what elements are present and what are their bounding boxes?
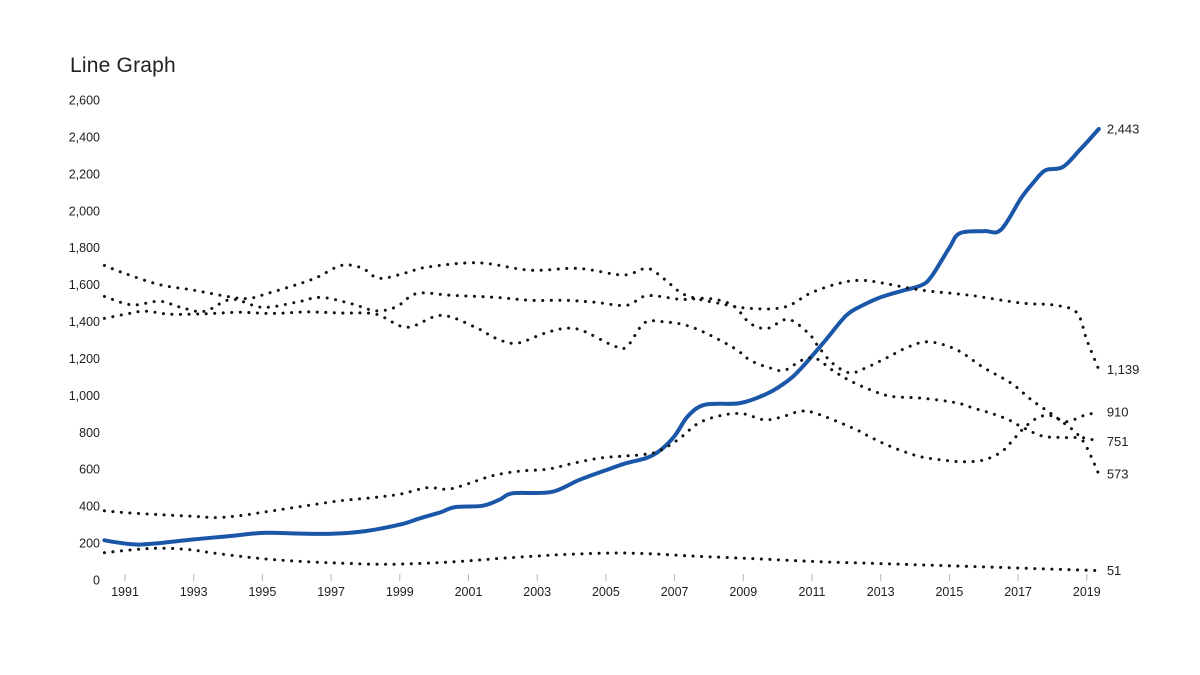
series-dotted-51-end-label: 51 [1107, 563, 1121, 578]
y-axis-tick-label: 200 [79, 537, 100, 551]
y-axis-tick-label: 2,400 [69, 130, 100, 144]
y-axis-tick-label: 400 [79, 500, 100, 514]
x-axis-tick-label: 1995 [248, 585, 276, 599]
x-axis-tick-label: 2001 [455, 585, 483, 599]
x-axis-tick-label: 2013 [867, 585, 895, 599]
y-axis-tick-label: 2,000 [69, 204, 100, 218]
series-dotted-751-end-label: 751 [1107, 434, 1129, 449]
series-dotted-573-end-label: 573 [1107, 467, 1129, 482]
x-axis-tick-label: 2005 [592, 585, 620, 599]
series-dotted-573-line [102, 291, 1101, 476]
x-axis-tick-label: 1991 [111, 585, 139, 599]
x-axis-tick-label: 2015 [935, 585, 963, 599]
y-axis-tick-label: 1,400 [69, 315, 100, 329]
x-axis-tick-label: 1993 [180, 585, 208, 599]
x-axis-tick-label: 1997 [317, 585, 345, 599]
x-axis-tick-label: 2011 [799, 585, 826, 599]
series-dotted-1139-end-label: 1,139 [1107, 362, 1140, 377]
y-axis-tick-label: 2,200 [69, 167, 100, 181]
x-axis-tick-label: 2019 [1073, 585, 1101, 599]
series-dotted-51-line [102, 546, 1101, 573]
x-axis-tick-label: 2017 [1004, 585, 1032, 599]
series-dotted-910-end-label: 910 [1107, 405, 1129, 420]
x-axis-tick-label: 2003 [523, 585, 551, 599]
series-dotted-1139-line [102, 261, 1101, 372]
series-dotted-910-line [102, 409, 1101, 520]
series-dotted-751-line [102, 309, 1101, 443]
y-axis-tick-label: 800 [79, 426, 100, 440]
chart-title: Line Graph [70, 54, 176, 77]
x-axis-tick-label: 2007 [661, 585, 689, 599]
y-axis-tick-label: 1,800 [69, 241, 100, 255]
y-axis-tick-label: 1,000 [69, 389, 100, 403]
y-axis-tick-label: 2,600 [69, 94, 100, 108]
y-axis-tick-label: 1,600 [69, 278, 100, 292]
series-blue-solid-end-label: 2,443 [1107, 121, 1140, 136]
y-axis-tick-label: 600 [79, 463, 100, 477]
x-axis-tick-label: 1999 [386, 585, 414, 599]
y-axis-tick-label: 1,200 [69, 352, 100, 366]
y-axis-tick-label: 0 [93, 574, 100, 588]
x-axis-tick-label: 2009 [729, 585, 757, 599]
series-blue-solid-line [102, 127, 1101, 547]
